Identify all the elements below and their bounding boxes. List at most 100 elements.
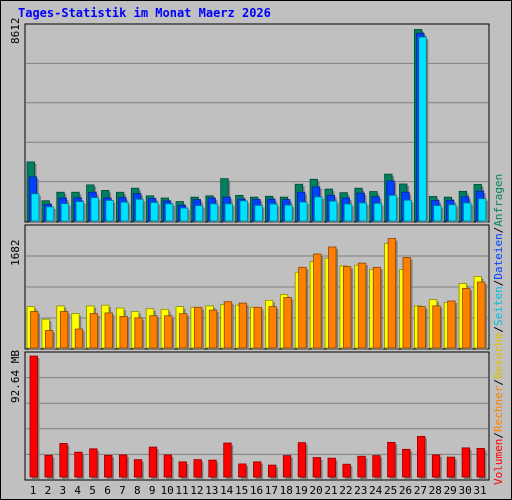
bar-volumen [267,464,278,479]
bar-rechner [253,306,264,350]
bar-volumen [372,455,383,479]
bar-seiten [358,202,369,223]
bar-volumen [282,455,293,479]
x-tick-label: 16 [250,484,263,497]
chart-title: Tages-Statistik im Monat Maerz 2026 [18,6,271,20]
panel1-max-label: 8612 [9,18,22,45]
bar-seiten [388,194,399,223]
x-tick-label: 28 [429,484,442,497]
bar-seiten [433,205,444,223]
bar-seiten [209,203,220,223]
bar-volumen [416,435,427,479]
bar-volumen [208,459,219,479]
bar-rechner [372,266,383,350]
bar-seiten [45,206,56,223]
bar-seiten [194,205,205,223]
bar-seiten [60,203,71,223]
x-tick-label: 29 [444,484,457,497]
bar-rechner [134,317,145,350]
bar-volumen [253,461,263,479]
bar-seiten [418,36,429,223]
bar-seiten [254,204,265,223]
x-tick-label: 27 [414,484,427,497]
legend-volumen: Volumen [492,439,505,485]
bar-seiten [30,193,41,223]
x-tick-label: 24 [369,484,383,497]
bar-volumen [297,442,308,479]
bar-rechner [30,311,40,350]
bar-seiten [90,197,101,223]
legend-rechner: Rechner [492,385,505,432]
bar-rechner [342,266,353,350]
legend-dateien: Dateien [492,233,505,279]
x-tick-label: 5 [89,484,96,497]
bar-volumen [133,459,144,479]
bar-volumen [148,446,159,479]
bar-rechner [223,301,234,350]
bar-rechner [432,305,443,350]
bar-volumen [89,448,100,479]
x-tick-label: 4 [74,484,81,497]
bar-volumen [74,451,85,479]
bar-volumen [387,441,398,479]
x-tick-label: 11 [175,484,188,497]
bar-rechner [417,306,428,350]
bar-rechner [238,302,249,350]
bar-rechner [45,330,55,350]
legend-sep: / [492,326,505,333]
bar-seiten [179,207,190,223]
bar-seiten [299,201,310,223]
bar-seiten [343,203,354,223]
bar-volumen [104,454,114,479]
x-tick-label: 2 [45,484,52,497]
bar-rechner [89,313,100,350]
legend-sep: / [492,280,505,287]
bar-seiten [165,203,175,223]
x-tick-label: 17 [265,484,278,497]
bar-volumen [44,454,55,479]
x-tick-label: 21 [324,484,337,497]
legend-sep: / [492,227,505,234]
bar-volumen [223,442,234,479]
bar-volumen [357,455,368,479]
legend-sep: / [492,432,505,439]
legend-seiten: Seiten [492,286,505,326]
bar-rechner [313,253,324,350]
x-tick-label: 8 [134,484,141,497]
bar-seiten [328,200,339,223]
bar-seiten [373,202,384,223]
bar-rechner [298,266,309,350]
x-tick-label: 1 [30,484,37,497]
x-tick-label: 20 [309,484,322,497]
x-tick-label: 13 [205,484,218,497]
bar-rechner [74,328,85,350]
bar-volumen [178,461,189,479]
bar-seiten [239,200,250,223]
x-tick-label: 7 [119,484,126,497]
bar-rechner [104,312,115,350]
bar-volumen [446,456,457,479]
x-tick-label: 15 [235,484,248,497]
bar-rechner [462,287,473,350]
panel-requests-plot [24,23,490,223]
bar-seiten [314,196,324,223]
bar-volumen [461,447,472,479]
side-legend: Volumen/Rechner/Besuche/Seiten/Dateien/A… [492,174,505,485]
bar-volumen [431,454,442,479]
bar-volumen [119,454,129,479]
bar-seiten [224,203,235,223]
bar-seiten [269,203,280,223]
bar-volumen [59,443,70,479]
bar-volumen [476,447,487,479]
bar-volumen [163,454,174,479]
x-tick-label: 9 [149,484,156,497]
bar-rechner [357,262,368,350]
bar-volumen [402,448,412,479]
legend-besuche: Besuche [492,333,505,379]
bar-seiten [135,198,146,223]
bar-volumen [29,355,40,479]
bar-volumen [193,459,204,479]
bar-seiten [463,202,473,223]
panel3-max-label: 92.64 MB [9,350,22,403]
x-tick-label: 31 [473,484,486,497]
